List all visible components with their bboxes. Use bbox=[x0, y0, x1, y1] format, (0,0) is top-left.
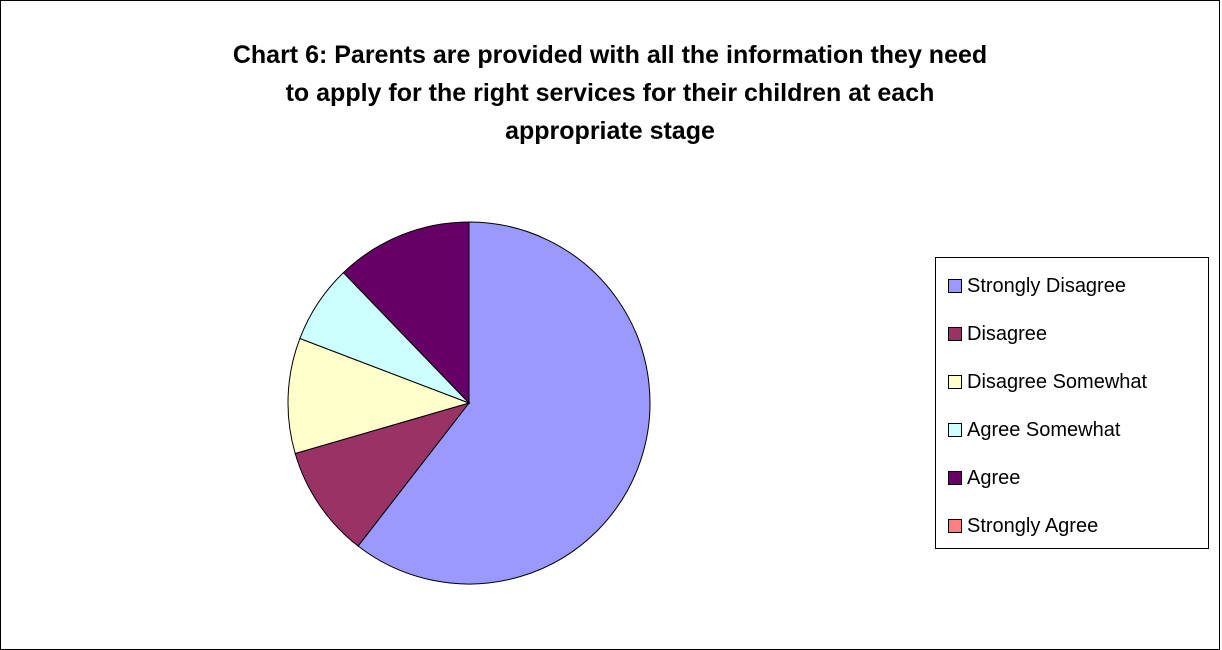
legend-swatch bbox=[948, 471, 962, 485]
chart-title-line-2: to apply for the right services for thei… bbox=[285, 79, 935, 107]
chart-title: Chart 6: Parents are provided with all t… bbox=[60, 36, 1160, 150]
legend-label: Strongly Agree bbox=[967, 514, 1099, 537]
legend-swatch bbox=[948, 279, 962, 293]
legend-label: Disagree bbox=[967, 322, 1048, 345]
legend-label: Agree Somewhat bbox=[967, 418, 1121, 441]
legend-item: Disagree bbox=[948, 319, 1047, 349]
pie-chart bbox=[287, 221, 651, 585]
pie-slice-agree bbox=[342, 221, 470, 405]
legend-item: Agree bbox=[948, 463, 1020, 493]
pie-slice-strongly-disagree bbox=[357, 221, 651, 585]
pie-slice-disagree bbox=[294, 402, 471, 547]
chart-title-line-3: appropriate stage bbox=[505, 117, 715, 145]
legend-label: Disagree Somewhat bbox=[967, 370, 1148, 393]
legend-label: Agree bbox=[967, 466, 1021, 489]
legend-swatch bbox=[948, 519, 962, 533]
legend-swatch bbox=[948, 327, 962, 341]
legend-item: Strongly Agree bbox=[948, 511, 1098, 541]
chart-title-line-1: Chart 6: Parents are provided with all t… bbox=[232, 41, 988, 69]
chart-legend: Strongly Disagree Disagree Disagree Somewh… bbox=[935, 257, 1209, 549]
legend-item: Agree Somewhat bbox=[948, 415, 1120, 445]
legend-item: Strongly Disagree bbox=[948, 271, 1126, 301]
legend-swatch bbox=[948, 375, 962, 389]
pie-slice-disagree-somewhat bbox=[287, 337, 471, 455]
legend-item: Disagree Somewhat bbox=[948, 367, 1147, 397]
legend-label: Strongly Disagree bbox=[967, 274, 1126, 297]
legend-swatch bbox=[948, 423, 962, 437]
